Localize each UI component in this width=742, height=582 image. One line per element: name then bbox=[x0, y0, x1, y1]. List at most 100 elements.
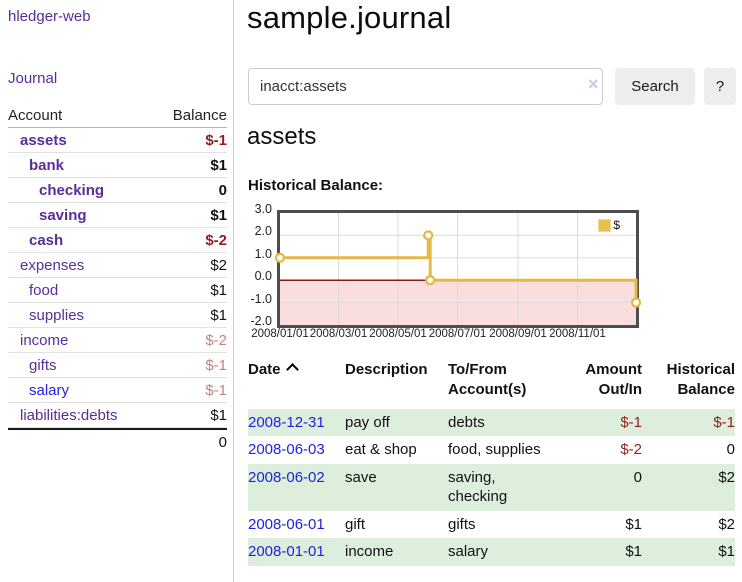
y-axis-tick-label: -1.0 bbox=[250, 291, 272, 306]
x-axis-tick-label: 2008/05/01 bbox=[369, 328, 427, 340]
sidebar-item-journal[interactable]: Journal bbox=[8, 70, 58, 87]
search-button[interactable]: Search bbox=[615, 68, 695, 105]
x-axis-tick-label: 2008/03/01 bbox=[309, 328, 368, 340]
accounts-table: Account Balance assets $-1 bank $1 check… bbox=[8, 103, 227, 454]
register-header-amount: Amount Out/In bbox=[585, 361, 642, 399]
y-axis-tick-label: 0.0 bbox=[254, 269, 272, 284]
account-link[interactable]: expenses bbox=[20, 256, 85, 274]
transaction-description: gift bbox=[345, 515, 366, 533]
account-row-food: food $1 bbox=[8, 278, 227, 303]
account-balance: $2 bbox=[210, 256, 227, 274]
account-heading: assets bbox=[247, 123, 317, 150]
account-link[interactable]: income bbox=[20, 331, 69, 349]
chart-plot-area: $ bbox=[274, 210, 642, 328]
account-link[interactable]: bank bbox=[29, 156, 65, 174]
account-balance: $-2 bbox=[205, 231, 227, 249]
register-header-accounts: To/From Account(s) bbox=[448, 361, 527, 399]
account-balance: $-1 bbox=[205, 381, 227, 399]
account-row-liabilities-debts: liabilities:debts $1 bbox=[8, 403, 227, 428]
legend-label: $ bbox=[613, 218, 620, 232]
transaction-date-link[interactable]: 2008-06-02 bbox=[248, 463, 345, 511]
accounts-header-balance: Balance bbox=[172, 106, 227, 124]
account-row-expenses: expenses $2 bbox=[8, 253, 227, 278]
register-row: 2008-06-03 eat & shop food, supplies $-2… bbox=[248, 436, 735, 464]
account-link[interactable]: food bbox=[29, 281, 59, 299]
register-header-row: Date Description To/From Account(s) Amou… bbox=[248, 358, 735, 409]
x-axis-tick-label: 2008/09/01 bbox=[489, 328, 547, 340]
data-point-marker bbox=[423, 230, 434, 241]
register-row: 2008-01-01 income salary $1 $1 bbox=[248, 538, 735, 566]
app-title-link[interactable]: hledger-web bbox=[8, 8, 91, 25]
y-axis-tick-label: 2.0 bbox=[254, 224, 272, 239]
clear-search-icon[interactable]: × bbox=[588, 74, 599, 94]
page-title: sample.journal bbox=[247, 0, 452, 35]
transaction-accounts: debts bbox=[448, 408, 560, 436]
accounts-total-row: 0 bbox=[8, 428, 227, 454]
x-axis-tick-label: 2008/07/01 bbox=[428, 328, 487, 340]
help-button[interactable]: ? bbox=[704, 68, 736, 105]
transaction-amount: 0 bbox=[560, 463, 642, 511]
account-row-saving: saving $1 bbox=[8, 203, 227, 228]
account-link[interactable]: checking bbox=[39, 181, 105, 199]
data-point-marker bbox=[425, 275, 436, 286]
account-row-checking: checking 0 bbox=[8, 178, 227, 203]
account-link[interactable]: saving bbox=[39, 206, 87, 224]
account-row-cash: cash $-2 bbox=[8, 228, 227, 253]
account-link[interactable]: liabilities:debts bbox=[20, 406, 118, 424]
x-axis-tick-label: 2008/01/01 bbox=[251, 328, 309, 340]
sort-ascending-icon bbox=[285, 363, 299, 376]
transaction-amount: $-1 bbox=[560, 408, 642, 436]
account-row-bank: bank $1 bbox=[8, 153, 227, 178]
register-header-description: Description bbox=[345, 361, 428, 378]
account-link[interactable]: cash bbox=[29, 231, 64, 249]
transaction-accounts: saving, checking bbox=[448, 463, 560, 511]
transaction-balance: $2 bbox=[718, 515, 735, 533]
legend-swatch-icon bbox=[598, 218, 612, 232]
sidebar-divider bbox=[233, 0, 234, 582]
register-header-balance: Historical Balance bbox=[666, 361, 735, 399]
register-header-date-label: Date bbox=[248, 361, 281, 378]
transaction-accounts: gifts bbox=[448, 515, 476, 533]
chart-legend: $ bbox=[598, 218, 620, 232]
y-axis-tick-label: 1.0 bbox=[254, 246, 272, 261]
account-link[interactable]: salary bbox=[29, 381, 70, 399]
transaction-amount: $1 bbox=[560, 538, 642, 566]
account-row-salary: salary $-1 bbox=[8, 378, 227, 403]
chart-canvas bbox=[274, 213, 642, 325]
x-axis-tick-label: 2008/11/01 bbox=[549, 328, 606, 340]
historical-balance-chart: 3.0 2.0 1.0 0.0 -1.0 -2.0 $ 2008/01/01 2008/03… bbox=[245, 200, 740, 348]
transaction-balance: $1 bbox=[642, 538, 735, 566]
transaction-description: eat & shop bbox=[345, 441, 417, 458]
account-row-income: income $-2 bbox=[8, 328, 227, 353]
account-link[interactable]: gifts bbox=[29, 356, 57, 374]
transaction-description: pay off bbox=[345, 408, 448, 436]
transaction-balance: $-1 bbox=[642, 408, 735, 436]
register-header-date[interactable]: Date bbox=[248, 358, 345, 409]
data-point-marker bbox=[274, 252, 286, 263]
account-balance: $1 bbox=[210, 406, 227, 424]
register-row: 2008-06-02 save saving, checking 0 $2 bbox=[248, 463, 735, 511]
register-table: Date Description To/From Account(s) Amou… bbox=[248, 358, 735, 566]
accounts-total-value: 0 bbox=[218, 433, 227, 451]
transaction-amount: $-2 bbox=[620, 441, 642, 458]
search-input[interactable] bbox=[248, 68, 603, 105]
account-link[interactable]: supplies bbox=[29, 306, 85, 324]
transaction-date-link[interactable]: 2008-06-01 bbox=[248, 515, 325, 533]
account-row-assets: assets $-1 bbox=[8, 128, 227, 153]
account-row-supplies: supplies $1 bbox=[8, 303, 227, 328]
register-row: 2008-06-01 gift gifts $1 $2 bbox=[248, 511, 735, 539]
chart-y-axis-labels: 3.0 2.0 1.0 0.0 -1.0 -2.0 bbox=[245, 200, 272, 330]
accounts-table-header: Account Balance bbox=[8, 103, 227, 128]
y-axis-tick-label: -2.0 bbox=[250, 314, 272, 328]
chart-title: Historical Balance: bbox=[248, 177, 384, 194]
transaction-date-link[interactable]: 2008-12-31 bbox=[248, 408, 345, 436]
account-balance: $1 bbox=[210, 206, 227, 224]
account-balance: 0 bbox=[218, 181, 227, 199]
transaction-date-link[interactable]: 2008-01-01 bbox=[248, 538, 345, 566]
y-axis-tick-label: 3.0 bbox=[254, 202, 272, 216]
transaction-balance: 0 bbox=[726, 441, 735, 458]
transaction-date-link[interactable]: 2008-06-03 bbox=[248, 441, 325, 458]
transaction-amount: $1 bbox=[625, 515, 642, 533]
account-link[interactable]: assets bbox=[20, 131, 67, 149]
transaction-description: income bbox=[345, 538, 448, 566]
